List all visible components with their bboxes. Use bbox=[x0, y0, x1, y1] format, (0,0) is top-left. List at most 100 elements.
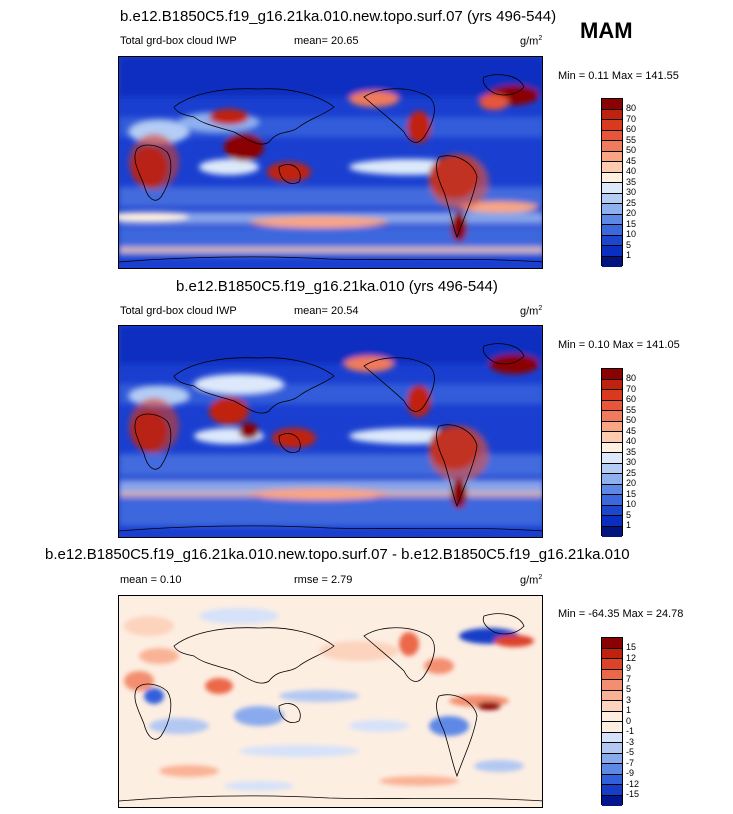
colorbar-label: 5 bbox=[626, 509, 632, 520]
colorbar-swatch bbox=[602, 495, 622, 506]
colorbar-label: 70 bbox=[626, 383, 637, 394]
colorbar-swatch bbox=[602, 526, 622, 537]
colorbar-label: 80 bbox=[626, 373, 637, 383]
colorbar-swatch bbox=[602, 453, 622, 464]
panel1-map bbox=[118, 56, 543, 269]
colorbar-swatch bbox=[602, 400, 622, 411]
colorbar-label: 35 bbox=[626, 176, 637, 187]
colorbar-swatch bbox=[602, 246, 622, 257]
panel1-mean: mean= 20.65 bbox=[294, 35, 359, 47]
colorbar-label: 55 bbox=[626, 404, 637, 415]
colorbar-label: -9 bbox=[626, 768, 635, 778]
panel3-colorbar bbox=[601, 637, 623, 806]
colorbar-label: 35 bbox=[626, 446, 637, 457]
colorbar-swatch bbox=[602, 151, 622, 162]
panel3-minmax: Min = -64.35 Max = 24.78 bbox=[558, 608, 684, 620]
colorbar-label: 1 bbox=[626, 250, 632, 260]
colorbar-label: 40 bbox=[626, 436, 637, 446]
colorbar-label: 0 bbox=[626, 715, 632, 726]
colorbar-label: 5 bbox=[626, 684, 632, 694]
colorbar-label: -15 bbox=[626, 789, 640, 799]
panel1-left-label: Total grd-box cloud IWP bbox=[120, 35, 237, 47]
colorbar-swatch bbox=[602, 369, 622, 380]
colorbar-swatch bbox=[602, 390, 622, 401]
colorbar-swatch bbox=[602, 743, 622, 754]
panel2-left-label: Total grd-box cloud IWP bbox=[120, 305, 237, 317]
colorbar-label: 1 bbox=[626, 705, 632, 715]
colorbar-swatch bbox=[602, 648, 622, 659]
colorbar-swatch bbox=[602, 411, 622, 422]
panel3-map bbox=[118, 595, 543, 808]
colorbar-swatch bbox=[602, 141, 622, 152]
colorbar-label: 20 bbox=[626, 478, 637, 488]
colorbar-label: 15 bbox=[626, 642, 637, 652]
panel2-colorbar bbox=[601, 368, 623, 537]
colorbar-label: 9 bbox=[626, 663, 632, 673]
colorbar-label: 45 bbox=[626, 155, 637, 166]
colorbar-swatch bbox=[602, 214, 622, 225]
colorbar-swatch bbox=[602, 225, 622, 236]
colorbar-swatch bbox=[602, 379, 622, 390]
colorbar-label: 10 bbox=[626, 229, 637, 239]
colorbar-label: 3 bbox=[626, 694, 632, 705]
colorbar-swatch bbox=[602, 753, 622, 764]
colorbar-swatch bbox=[602, 785, 622, 796]
colorbar-label: 25 bbox=[626, 197, 637, 208]
colorbar-label: 40 bbox=[626, 166, 637, 176]
colorbar-swatch bbox=[602, 256, 622, 267]
panel3-mean: mean = 0.10 bbox=[120, 574, 182, 586]
panel3-units: g/m2 bbox=[520, 574, 543, 587]
panel1-colorbar bbox=[601, 98, 623, 267]
colorbar-label: 55 bbox=[626, 134, 637, 145]
colorbar-swatch bbox=[602, 130, 622, 141]
colorbar-label: -5 bbox=[626, 747, 635, 757]
colorbar-swatch bbox=[602, 764, 622, 775]
colorbar-swatch bbox=[602, 690, 622, 701]
colorbar-swatch bbox=[602, 680, 622, 691]
panel2-mean: mean= 20.54 bbox=[294, 305, 359, 317]
colorbar-label: 50 bbox=[626, 415, 637, 425]
colorbar-swatch bbox=[602, 204, 622, 215]
colorbar-swatch bbox=[602, 172, 622, 183]
colorbar-label: 60 bbox=[626, 394, 637, 404]
colorbar-label: 12 bbox=[626, 652, 637, 663]
colorbar-swatch bbox=[602, 659, 622, 670]
colorbar-label: 70 bbox=[626, 113, 637, 124]
colorbar-label: 25 bbox=[626, 467, 637, 478]
colorbar-swatch bbox=[602, 235, 622, 246]
panel3-title: b.e12.B1850C5.f19_g16.21ka.010.new.topo.… bbox=[45, 546, 630, 563]
colorbar-swatch bbox=[602, 732, 622, 743]
panel2-map bbox=[118, 325, 543, 538]
colorbar-swatch bbox=[602, 109, 622, 120]
colorbar-swatch bbox=[602, 774, 622, 785]
colorbar-swatch bbox=[602, 463, 622, 474]
colorbar-label: -7 bbox=[626, 757, 635, 768]
colorbar-label: 50 bbox=[626, 145, 637, 155]
colorbar-swatch bbox=[602, 505, 622, 516]
colorbar-swatch bbox=[602, 795, 622, 806]
colorbar-label: 30 bbox=[626, 457, 637, 467]
colorbar-swatch bbox=[602, 516, 622, 527]
colorbar-label: 15 bbox=[626, 218, 637, 229]
colorbar-swatch bbox=[602, 120, 622, 131]
season-label: MAM bbox=[580, 18, 633, 43]
panel2-minmax: Min = 0.10 Max = 141.05 bbox=[558, 339, 680, 351]
colorbar-swatch bbox=[602, 638, 622, 649]
colorbar-swatch bbox=[602, 484, 622, 495]
colorbar-swatch bbox=[602, 421, 622, 432]
colorbar-label: 10 bbox=[626, 499, 637, 509]
colorbar-label: 80 bbox=[626, 103, 637, 113]
colorbar-swatch bbox=[602, 722, 622, 733]
panel3-rmse: rmse = 2.79 bbox=[294, 574, 353, 586]
colorbar-swatch bbox=[602, 99, 622, 110]
colorbar-label: -3 bbox=[626, 736, 635, 747]
colorbar-label: 45 bbox=[626, 425, 637, 436]
colorbar-label: 60 bbox=[626, 124, 637, 134]
panel1-units: g/m2 bbox=[520, 35, 543, 48]
colorbar-swatch bbox=[602, 711, 622, 722]
colorbar-label: 7 bbox=[626, 673, 632, 684]
colorbar-label: -1 bbox=[626, 726, 635, 736]
panel1-title: b.e12.B1850C5.f19_g16.21ka.010.new.topo.… bbox=[120, 8, 557, 25]
panel1-minmax: Min = 0.11 Max = 141.55 bbox=[558, 70, 679, 82]
colorbar-label: 5 bbox=[626, 239, 632, 250]
